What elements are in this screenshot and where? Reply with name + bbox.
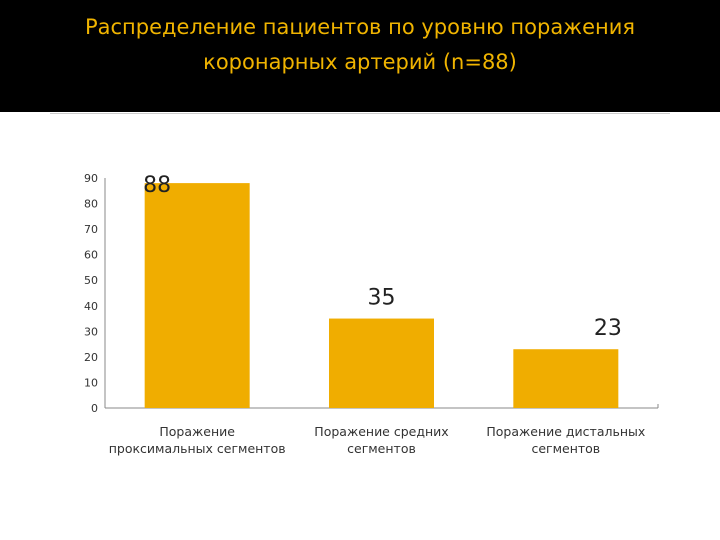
data-label: 35	[368, 286, 396, 311]
y-tick-label: 0	[91, 402, 98, 415]
y-tick-label: 40	[84, 300, 98, 313]
title-banner: Распределение пациентов по уровню пораже…	[0, 0, 720, 112]
x-tick-label: Поражение средних	[314, 424, 448, 439]
x-tick-label: проксимальных сегментов	[109, 441, 286, 456]
y-tick-label: 90	[84, 172, 98, 185]
bar	[144, 183, 250, 408]
title-line-1: Распределение пациентов по уровню пораже…	[84, 15, 636, 39]
x-tick-label: Поражение	[159, 424, 235, 439]
y-tick-label: 50	[84, 274, 98, 287]
bar	[513, 349, 619, 408]
bar	[329, 318, 434, 408]
data-label: 23	[594, 316, 622, 341]
title-line-2: коронарных артерий (n=88)	[203, 50, 517, 74]
divider	[50, 113, 670, 114]
data-label: 88	[143, 173, 171, 198]
y-tick-label: 70	[84, 223, 98, 236]
y-tick-label: 20	[84, 351, 98, 364]
x-tick-label: сегментов	[347, 441, 416, 456]
y-tick-label: 10	[84, 376, 98, 389]
x-tick-label: Поражение дистальных	[486, 424, 645, 439]
y-tick-label: 30	[84, 325, 98, 338]
y-tick-label: 60	[84, 249, 98, 262]
chart-title: Распределение пациентов по уровню пораже…	[0, 10, 720, 80]
y-tick-label: 80	[84, 198, 98, 211]
x-tick-label: сегментов	[531, 441, 600, 456]
